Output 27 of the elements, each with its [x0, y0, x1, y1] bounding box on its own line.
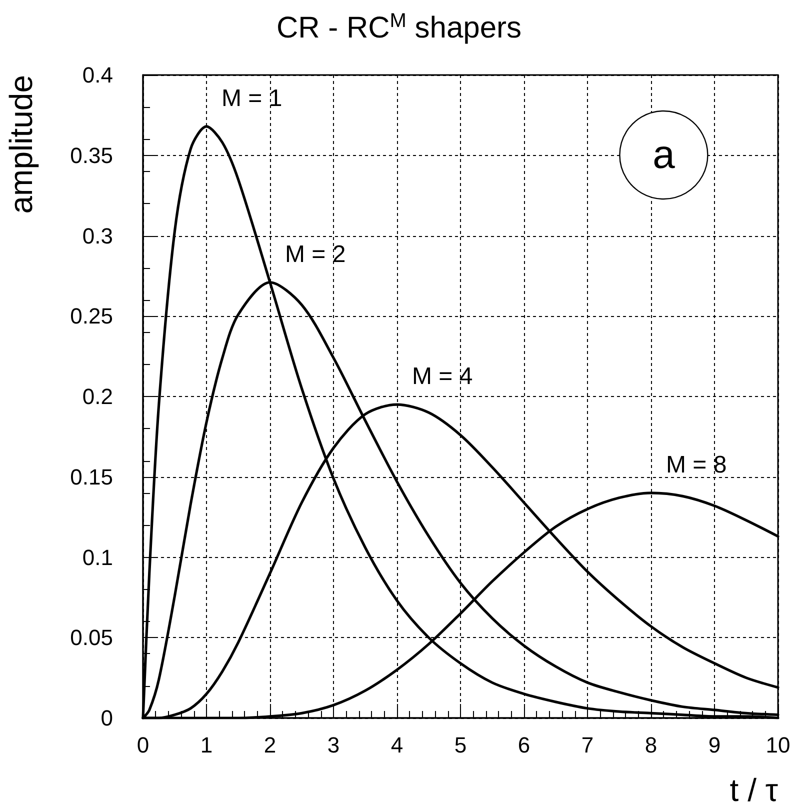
series-label: M = 1	[222, 84, 282, 112]
y-tick-label: 0.2	[82, 384, 113, 409]
x-tick-label: 0	[136, 732, 150, 758]
y-tick-label: 0	[100, 706, 113, 730]
x-tick-label: 4	[390, 732, 404, 758]
y-tick-label: 0.3	[82, 223, 113, 248]
x-tick-label: 10	[766, 732, 790, 758]
annotation: a	[652, 133, 676, 177]
y-axis-title: amplitude	[3, 75, 39, 214]
x-tick-label: 7	[581, 732, 594, 758]
x-tick-label: 8	[644, 732, 658, 758]
y-tick-label: 0.15	[70, 464, 113, 490]
x-tick-label: 3	[327, 732, 340, 758]
y-tick-label: 0.4	[82, 62, 113, 88]
y-tick-label: 0.25	[70, 304, 113, 329]
series-label: M = 8	[666, 451, 727, 478]
x-tick-label: 5	[454, 732, 467, 758]
x-tick-label: 6	[518, 732, 530, 758]
x-axis-title: t / τ	[730, 772, 778, 808]
y-tick-label: 0.05	[70, 625, 113, 650]
y-tick-label: 0.1	[82, 544, 113, 570]
x-tick-label: 2	[264, 732, 276, 758]
y-tick-label: 0.35	[70, 142, 113, 168]
series-label: M = 2	[285, 240, 346, 268]
series-label: M = 4	[412, 363, 473, 390]
x-tick-label: 9	[708, 732, 721, 758]
x-tick-label: 1	[200, 732, 213, 758]
